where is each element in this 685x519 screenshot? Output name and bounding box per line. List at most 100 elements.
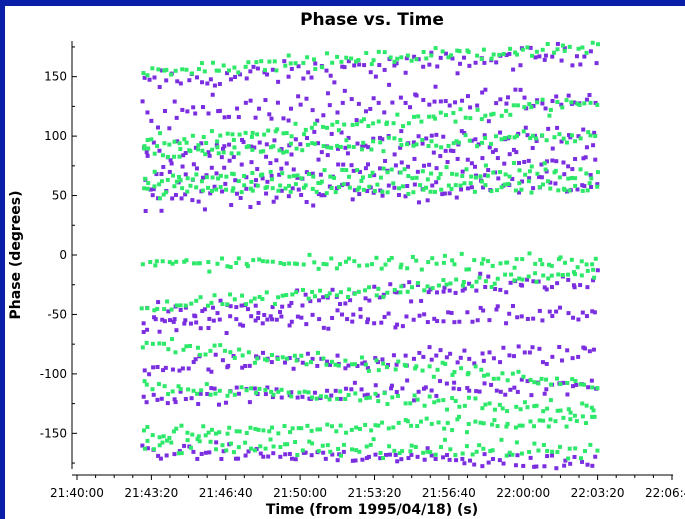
scatter-point-series-2	[487, 401, 492, 406]
scatter-point-series-1	[321, 325, 326, 330]
scatter-point-series-2	[150, 387, 155, 392]
scatter-point-series-1	[199, 141, 204, 146]
scatter-point-series-1	[515, 453, 520, 458]
scatter-point-series-2	[209, 427, 214, 432]
scatter-point-series-1	[141, 394, 146, 399]
scatter-point-series-2	[561, 415, 566, 420]
scatter-point-series-2	[420, 169, 425, 174]
scatter-point-series-2	[390, 395, 395, 400]
scatter-point-series-1	[581, 156, 586, 161]
scatter-point-series-2	[457, 404, 462, 409]
scatter-point-series-2	[352, 259, 357, 264]
scatter-point-series-2	[228, 350, 233, 355]
scatter-point-series-1	[293, 137, 298, 142]
scatter-point-series-2	[257, 257, 262, 262]
scatter-point-series-1	[212, 83, 217, 88]
scatter-point-series-2	[174, 426, 179, 431]
scatter-point-series-2	[317, 427, 322, 432]
scatter-point-series-2	[490, 422, 495, 427]
scatter-point-series-1	[398, 95, 403, 100]
scatter-point-series-2	[592, 414, 597, 419]
scatter-point-series-2	[145, 306, 150, 311]
scatter-point-series-2	[498, 261, 503, 266]
scatter-point-series-2	[573, 378, 578, 383]
scatter-point-series-2	[306, 390, 311, 395]
scatter-point-series-2	[564, 140, 569, 145]
scatter-point-series-1	[206, 111, 211, 116]
scatter-point-series-1	[244, 186, 249, 191]
scatter-point-series-2	[367, 173, 372, 178]
scatter-point-series-1	[469, 161, 474, 166]
scatter-point-series-2	[206, 185, 211, 190]
scatter-point-series-1	[451, 149, 456, 154]
scatter-point-series-2	[157, 443, 162, 448]
scatter-point-series-2	[208, 392, 213, 397]
scatter-point-series-2	[431, 114, 436, 119]
scatter-point-series-2	[200, 188, 205, 193]
scatter-point-series-2	[442, 253, 447, 258]
scatter-point-series-1	[152, 315, 157, 320]
scatter-point-series-2	[548, 107, 553, 112]
scatter-point-series-2	[246, 350, 251, 355]
scatter-point-series-1	[356, 101, 361, 106]
scatter-point-series-2	[288, 141, 293, 146]
scatter-point-series-2	[350, 122, 355, 127]
scatter-point-series-2	[293, 440, 298, 445]
scatter-point-series-2	[300, 148, 305, 153]
scatter-point-series-2	[140, 345, 145, 350]
scatter-point-series-1	[141, 330, 146, 335]
scatter-point-series-1	[164, 453, 169, 458]
scatter-point-series-1	[474, 389, 479, 394]
scatter-point-series-2	[371, 437, 376, 442]
scatter-point-series-1	[511, 354, 516, 359]
scatter-point-series-1	[571, 315, 576, 320]
scatter-point-series-2	[294, 358, 299, 363]
scatter-point-series-2	[353, 391, 358, 396]
scatter-point-series-2	[173, 68, 178, 73]
scatter-point-series-1	[442, 191, 447, 196]
scatter-point-series-2	[216, 68, 221, 73]
scatter-point-series-2	[422, 403, 427, 408]
scatter-point-series-2	[544, 138, 549, 143]
scatter-point-series-1	[328, 362, 333, 367]
scatter-point-series-2	[375, 182, 380, 187]
scatter-point-series-2	[439, 145, 444, 150]
scatter-point-series-1	[495, 156, 500, 161]
scatter-point-series-2	[184, 67, 189, 72]
scatter-point-series-2	[541, 409, 546, 414]
scatter-point-series-2	[517, 168, 522, 173]
scatter-point-series-1	[213, 352, 218, 357]
scatter-point-series-1	[395, 322, 400, 327]
scatter-point-series-1	[367, 298, 372, 303]
scatter-point-series-1	[330, 452, 335, 457]
scatter-point-series-1	[539, 162, 544, 167]
scatter-point-series-2	[283, 63, 288, 68]
scatter-point-series-1	[296, 64, 301, 69]
scatter-point-series-1	[191, 105, 196, 110]
scatter-point-series-1	[172, 397, 177, 402]
scatter-point-series-1	[349, 97, 354, 102]
scatter-point-series-2	[359, 178, 364, 183]
scatter-point-series-2	[363, 422, 368, 427]
scatter-point-series-2	[411, 190, 416, 195]
scatter-point-series-2	[258, 444, 263, 449]
scatter-point-series-1	[557, 344, 562, 349]
scatter-point-series-2	[214, 68, 219, 73]
scatter-point-series-1	[151, 392, 156, 397]
scatter-point-series-2	[450, 171, 455, 176]
scatter-point-series-2	[167, 142, 172, 147]
scatter-point-series-1	[537, 346, 542, 351]
scatter-point-series-2	[188, 343, 193, 348]
scatter-point-series-2	[462, 181, 467, 186]
scatter-point-series-2	[212, 293, 217, 298]
scatter-point-series-2	[253, 448, 258, 453]
scatter-point-series-1	[191, 360, 196, 365]
scatter-point-series-2	[415, 281, 420, 286]
scatter-point-series-1	[193, 357, 198, 362]
scatter-point-series-1	[357, 192, 362, 197]
scatter-point-series-2	[416, 114, 421, 119]
scatter-point-series-2	[479, 367, 484, 372]
scatter-point-series-1	[486, 274, 491, 279]
scatter-point-series-1	[457, 387, 462, 392]
chart-title: Phase vs. Time	[300, 10, 444, 30]
